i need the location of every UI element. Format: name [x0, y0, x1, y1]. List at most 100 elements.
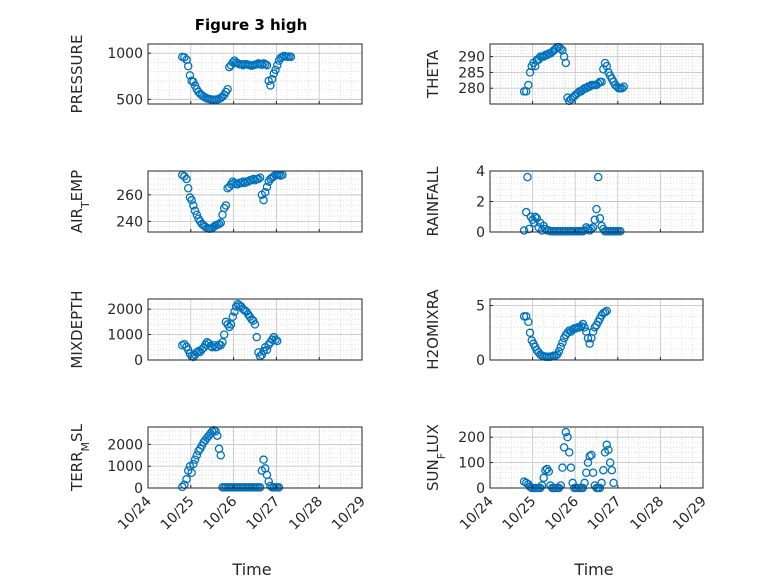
- axes-box: [489, 298, 704, 361]
- data-point: [556, 481, 565, 490]
- data-point: [558, 463, 567, 472]
- data-point: [257, 350, 267, 360]
- data-point: [183, 345, 193, 355]
- data-point: [189, 459, 198, 469]
- data-point: [580, 323, 589, 332]
- data-point: [228, 312, 237, 322]
- x-tick-label: 10/26: [201, 493, 241, 533]
- data-point: [597, 77, 606, 87]
- y-tick-label: 2000: [107, 302, 143, 318]
- data-point: [602, 306, 611, 316]
- data-point: [286, 52, 296, 62]
- axes-box: [147, 43, 363, 105]
- panel-rainfall: 0 2 4 RAINFALL: [424, 164, 704, 241]
- data-point: [221, 201, 231, 210]
- data-point: [180, 53, 189, 62]
- y-tick-label: 1000: [107, 328, 143, 344]
- data-point: [588, 327, 598, 336]
- data-point: [524, 224, 534, 234]
- x-tick-label: 10/24: [115, 493, 155, 533]
- data-point: [213, 431, 222, 440]
- x-tick-label: 10/28: [627, 494, 667, 534]
- data-point: [559, 443, 569, 452]
- data-point: [271, 335, 280, 344]
- data-point: [609, 478, 618, 488]
- data-point: [588, 468, 598, 477]
- y-tick-label: 2000: [107, 437, 143, 453]
- data-point: [254, 174, 263, 184]
- data-point: [192, 451, 202, 460]
- panel-h2omixra: 0 5 H2OMIXRA: [424, 289, 704, 370]
- y-tick-label: 240: [116, 214, 143, 230]
- data-point: [216, 218, 226, 227]
- data-point: [525, 328, 535, 338]
- x-tick-label: 10/27: [585, 494, 625, 534]
- x-tick-label: 10/27: [243, 494, 283, 534]
- data-point: [190, 206, 200, 216]
- y-tick-label: 200: [458, 430, 485, 446]
- data-point: [211, 427, 220, 436]
- data-point: [249, 316, 258, 325]
- axes-box: [489, 43, 704, 105]
- x-tick-label: 10/25: [500, 494, 540, 534]
- y-axis-label: MIXDEPTH: [68, 290, 86, 368]
- data-point: [274, 483, 284, 492]
- data-point: [273, 336, 282, 346]
- panel-terr-msl: 0 1000 2000 10/24 10/25 10/26 10/27 10/28 10/29 T…: [68, 423, 369, 533]
- data-point: [616, 226, 625, 236]
- data-point: [524, 317, 533, 327]
- axes-box: [489, 426, 704, 489]
- data-point: [566, 463, 576, 472]
- panel-pressure: 500 1000 PRESSURE: [68, 35, 363, 113]
- data-point: [230, 307, 239, 316]
- y-tick-label: 0: [134, 481, 143, 497]
- data-point: [585, 451, 594, 461]
- y-axis-label: RAINFALL: [424, 166, 442, 237]
- data-point: [602, 440, 611, 450]
- data-point: [561, 58, 571, 68]
- y-tick-label: 500: [116, 92, 143, 108]
- data-point: [182, 174, 191, 184]
- y-tick-label: 2: [476, 195, 485, 211]
- y-axis-label: H2OMIXRA: [424, 289, 442, 370]
- y-tick-label: 0: [476, 225, 485, 241]
- y-tick-label: 1000: [107, 46, 143, 62]
- data-point: [556, 342, 565, 352]
- data-point: [583, 333, 593, 343]
- data-point: [587, 224, 596, 234]
- data-series: [519, 306, 611, 361]
- data-point: [563, 432, 572, 442]
- y-tick-label: 260: [116, 188, 143, 204]
- data-point: [182, 475, 191, 484]
- y-tick-label: 1000: [107, 459, 143, 475]
- data-point: [619, 82, 629, 91]
- data-point: [219, 330, 229, 339]
- y-tick-label: 0: [476, 481, 485, 497]
- data-point: [604, 445, 613, 455]
- data-point: [216, 451, 226, 460]
- data-point: [537, 481, 547, 490]
- data-point: [523, 172, 532, 182]
- data-series: [177, 51, 296, 105]
- axes-box: [147, 170, 363, 233]
- x-axis-label-right: Time: [573, 560, 613, 579]
- data-point: [183, 61, 193, 71]
- data-point: [259, 195, 268, 205]
- y-tick-label: 5: [476, 299, 485, 315]
- y-tick-label: 280: [458, 81, 485, 97]
- data-point: [252, 332, 261, 342]
- data-point: [530, 218, 539, 228]
- y-axis-label: TERRMSL: [68, 423, 92, 492]
- data-point: [583, 224, 593, 234]
- data-point: [539, 473, 548, 483]
- data-point: [587, 450, 596, 460]
- data-point: [600, 307, 610, 317]
- data-point: [271, 65, 280, 75]
- data-point: [214, 219, 224, 229]
- panel-mixdepth: 0 1000 2000 MIXDEPTH: [68, 290, 363, 369]
- y-tick-label: 0: [134, 353, 143, 369]
- data-point: [592, 204, 601, 214]
- x-tick-label: 10/29: [329, 494, 369, 534]
